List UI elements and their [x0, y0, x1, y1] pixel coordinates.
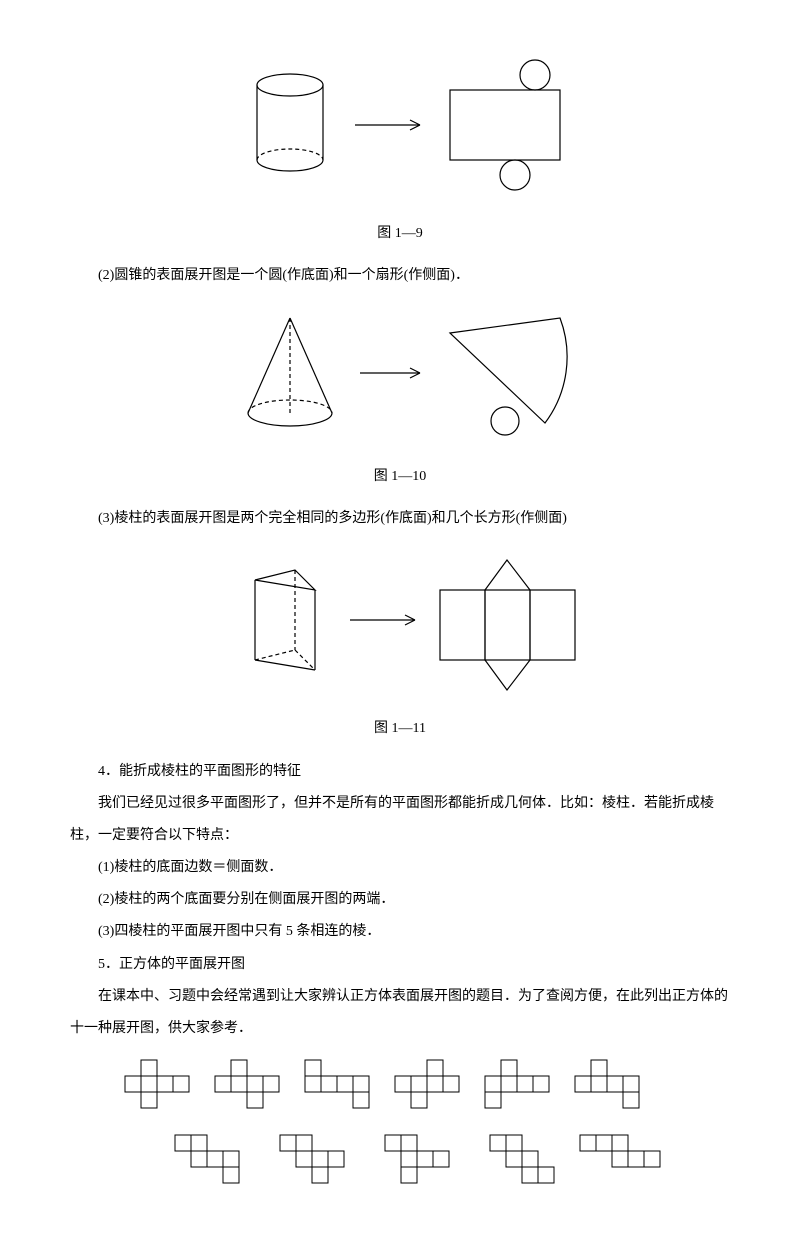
caption-1-11: 图 1—11	[70, 713, 730, 745]
page: 图 1—9 (2)圆锥的表面展开图是一个圆(作底面)和一个扇形(作侧面)． 图 …	[0, 0, 800, 1253]
para-4a: 我们已经见过很多平面图形了，但并不是所有的平面图形都能折成几何体．比如：棱柱．若…	[70, 788, 730, 852]
heading-4: 4．能折成棱柱的平面图形的特征	[70, 756, 730, 788]
para-4b: (1)棱柱的底面边数＝侧面数．	[70, 852, 730, 884]
para-4c: (2)棱柱的两个底面要分别在侧面展开图的两端．	[70, 884, 730, 916]
heading-5: 5．正方体的平面展开图	[70, 949, 730, 981]
para-prism: (3)棱柱的表面展开图是两个完全相同的多边形(作底面)和几个长方形(作侧面)	[70, 503, 730, 535]
cylinder-net-svg	[220, 50, 580, 200]
para-4d: (3)四棱柱的平面展开图中只有 5 条相连的棱．	[70, 916, 730, 948]
figure-1-9	[70, 50, 730, 213]
prism-net-svg	[200, 545, 600, 695]
cube-nets-svg	[120, 1055, 680, 1195]
para-cone: (2)圆锥的表面展开图是一个圆(作底面)和一个扇形(作侧面)．	[70, 260, 730, 292]
caption-1-10: 图 1—10	[70, 461, 730, 493]
cone-net-svg	[210, 303, 590, 443]
figure-1-10	[70, 303, 730, 456]
figure-1-11	[70, 545, 730, 708]
para-5a: 在课本中、习题中会经常遇到让大家辨认正方体表面展开图的题目．为了查阅方便，在此列…	[70, 981, 730, 1045]
caption-1-9: 图 1—9	[70, 218, 730, 250]
